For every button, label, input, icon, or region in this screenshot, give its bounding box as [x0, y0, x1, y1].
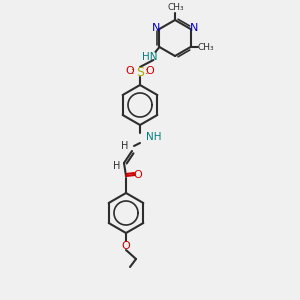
Text: S: S [136, 65, 144, 79]
Text: O: O [126, 66, 134, 76]
Text: H: H [121, 141, 129, 151]
Text: :: : [131, 67, 135, 76]
Text: CH₃: CH₃ [197, 43, 214, 52]
Text: NH: NH [146, 132, 162, 142]
Text: N: N [152, 23, 160, 33]
Text: O: O [134, 170, 142, 180]
Text: HN: HN [142, 52, 157, 62]
Text: O: O [146, 66, 154, 76]
Text: H: H [113, 161, 121, 171]
Text: N: N [189, 23, 198, 33]
Text: CH₃: CH₃ [168, 4, 184, 13]
Text: O: O [122, 241, 130, 251]
Text: :: : [145, 67, 149, 76]
